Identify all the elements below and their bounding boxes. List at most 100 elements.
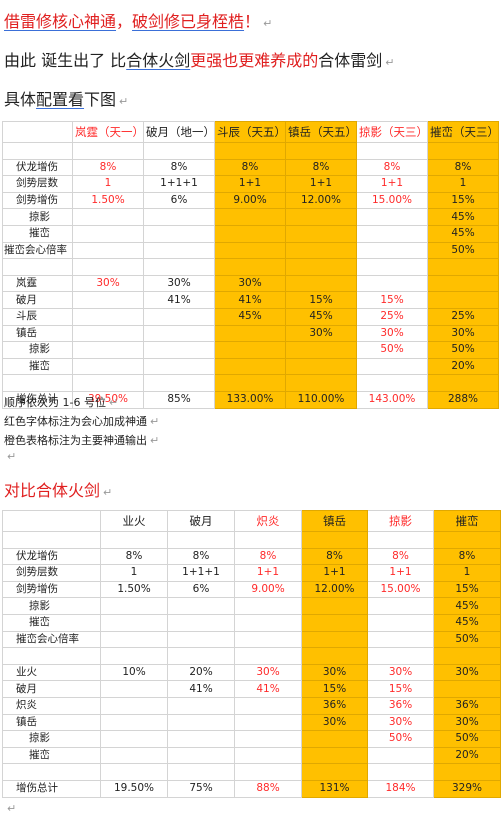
config-a: 具体 <box>4 90 37 109</box>
table-cell: 41% <box>234 680 302 698</box>
table-row: 剑势层数 1 1+1+1 1+1 1+1 1+1 1 <box>2 175 499 193</box>
table-cell: 6% <box>143 191 215 210</box>
column-header: 掠影（天三） <box>356 121 428 143</box>
table-cell <box>234 630 302 649</box>
table-cell <box>100 696 168 715</box>
table-cell <box>100 613 168 632</box>
table-cell <box>234 713 302 732</box>
table-cell: 1+1+1 <box>143 175 215 193</box>
table-cell <box>367 647 434 665</box>
row-label: 破月 <box>2 291 73 309</box>
table-row: 伏龙增伤 8% 8% 8% 8% 8% 8% <box>2 158 499 177</box>
table-cell: 8% <box>100 547 168 566</box>
table-cell: 8% <box>433 547 501 566</box>
table-cell: 143.00% <box>356 390 428 409</box>
table-cell: 30% <box>285 324 357 343</box>
table-cell <box>234 647 302 665</box>
table-cell: 30% <box>234 663 302 682</box>
table-cell: 1+1 <box>367 564 434 582</box>
table-cell <box>72 341 144 359</box>
table-cell: 15% <box>427 191 499 210</box>
table-cell <box>100 763 168 781</box>
row-label <box>2 647 101 665</box>
table-row <box>2 763 501 781</box>
table-cell: 25% <box>427 307 499 326</box>
paragraph-mark-icon: ↵ <box>119 95 129 108</box>
table-cell <box>367 763 434 781</box>
table-row: 剑势增伤 1.50% 6% 9.00% 12.00% 15.00% 15% <box>2 580 501 599</box>
intro-c: 更强也更难养成的 <box>190 51 319 70</box>
table-row: 炽炎 36% 36% 36% <box>2 696 501 715</box>
table-cell <box>100 630 168 649</box>
table-cell <box>356 274 428 293</box>
note-2: 红色字体标注为会心加成神通 ↵ <box>4 415 160 428</box>
table-cell: 12.00% <box>301 580 368 599</box>
column-header: 斗辰（天五） <box>214 121 286 143</box>
row-label: 破月 <box>2 680 101 698</box>
table-cell <box>367 597 434 615</box>
table-cell <box>72 307 144 326</box>
table-cell: 30% <box>433 663 501 682</box>
table-row: 摧峦会心倍率 50% <box>2 630 501 649</box>
table-cell <box>285 142 357 160</box>
column-header: 摧峦 <box>433 510 501 532</box>
table-cell <box>356 142 428 160</box>
table-header-row: 岚霆（天一） 破月（地一） 斗辰（天五） 镇岳（天五） 掠影（天三） 摧峦（天三） <box>2 121 499 143</box>
table-cell <box>234 730 302 748</box>
table-cell <box>100 730 168 748</box>
row-label: 镇岳 <box>2 324 73 343</box>
table-cell: 1+1+1 <box>167 564 235 582</box>
intro-d: 合体雷剑 <box>318 51 383 70</box>
table-cell: 30% <box>427 324 499 343</box>
table-cell: 45% <box>433 613 501 632</box>
row-label: 剑势层数 <box>2 564 101 582</box>
table-cell: 15% <box>433 580 501 599</box>
row-label: 掠影 <box>2 730 101 748</box>
row-label: 斗辰 <box>2 307 73 326</box>
table-cell <box>167 597 235 615</box>
row-label: 伏龙增伤 <box>2 158 73 177</box>
row-label: 摧峦 <box>2 613 101 632</box>
table-cell <box>167 647 235 665</box>
table-cell <box>72 324 144 343</box>
table-cell: 8% <box>143 158 215 177</box>
row-label: 镇岳 <box>2 713 101 732</box>
table-cell <box>143 241 215 260</box>
table-cell: 110.00% <box>285 390 357 409</box>
table-cell <box>356 208 428 226</box>
table-cell: 75% <box>167 779 235 798</box>
table-row: 镇岳 30% 30% 30% <box>2 713 501 732</box>
table-cell <box>143 341 215 359</box>
row-label: 剑势增伤 <box>2 580 101 599</box>
column-header: 掠影 <box>367 510 434 532</box>
table-cell: 88% <box>234 779 302 798</box>
table-cell: 15% <box>367 680 434 698</box>
empty-paragraph-end: ↵ <box>4 802 16 815</box>
table-cell: 8% <box>214 158 286 177</box>
table-cell: 15% <box>356 291 428 309</box>
heading-part2: 破剑修已身桎梏 <box>132 12 245 31</box>
table-cell: 9.00% <box>234 580 302 599</box>
table-cell: 6% <box>167 580 235 599</box>
table-cell: 30% <box>214 274 286 293</box>
intro-b: 合体火剑 <box>126 51 191 70</box>
table-cell <box>367 531 434 549</box>
table-cell <box>285 258 357 276</box>
table-row <box>2 142 499 160</box>
table-cell <box>234 597 302 615</box>
table-cell <box>427 274 499 293</box>
table-cell: 329% <box>433 779 501 798</box>
row-label: 掠影 <box>2 208 73 226</box>
table-cell: 8% <box>72 158 144 177</box>
table-cell: 1+1 <box>234 564 302 582</box>
row-label: 摧峦 <box>2 357 73 376</box>
table-cell: 36% <box>367 696 434 715</box>
table-cell <box>214 241 286 260</box>
table-cell <box>234 531 302 549</box>
table-row: 业火 10% 20% 30% 30% 30% 30% <box>2 663 501 682</box>
table-cell: 45% <box>427 224 499 243</box>
table-cell: 12.00% <box>285 191 357 210</box>
table-cell <box>167 630 235 649</box>
table-cell <box>301 763 368 781</box>
table-row <box>2 647 501 665</box>
